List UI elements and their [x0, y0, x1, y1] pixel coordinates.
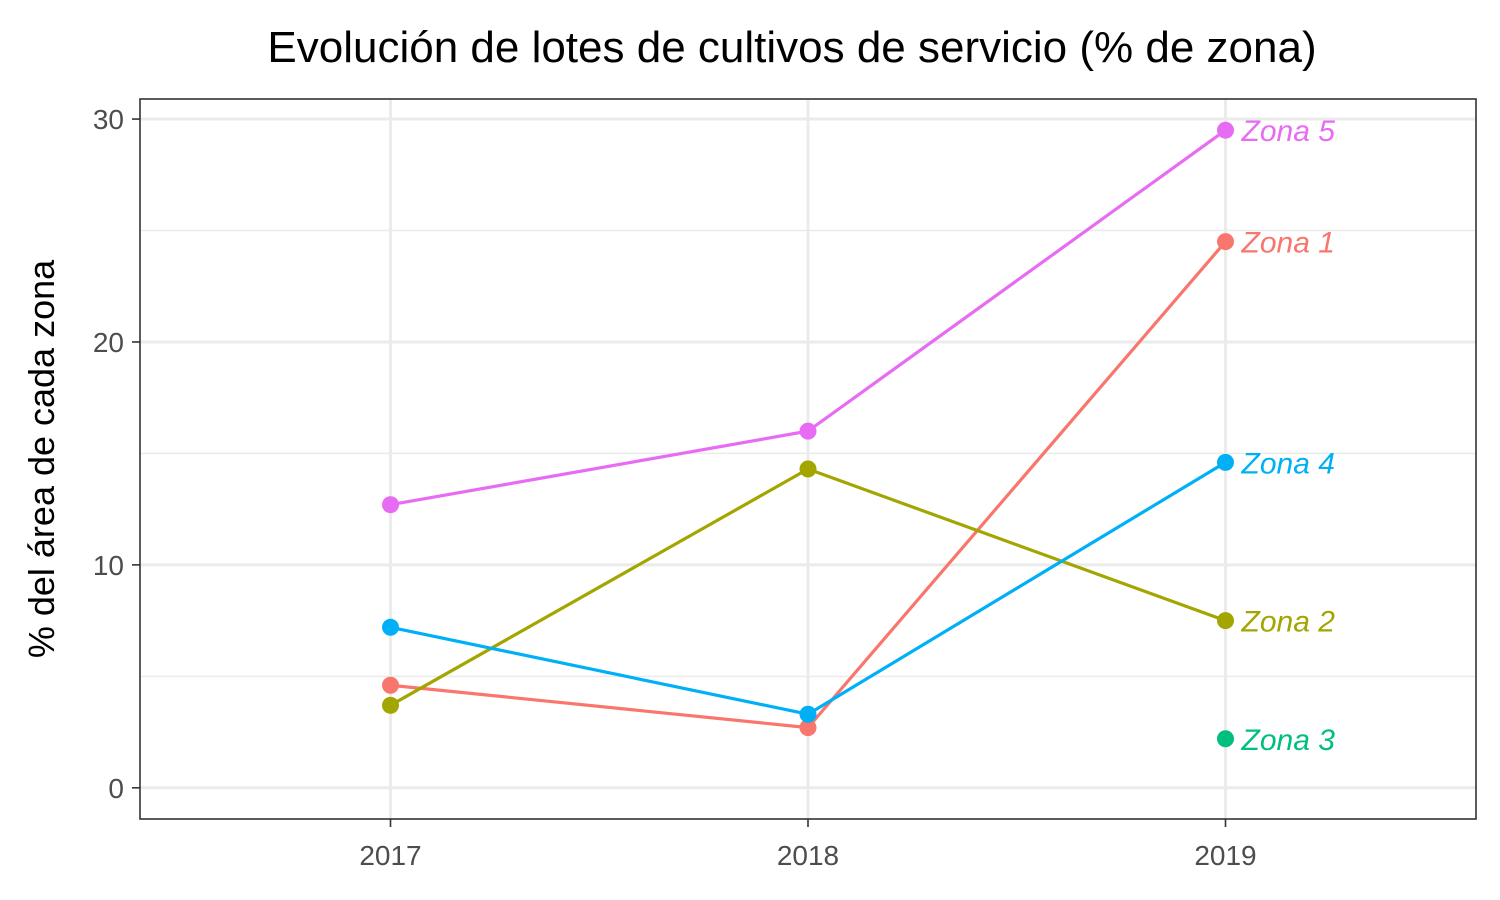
data-point-zona-4-2018	[799, 705, 817, 723]
data-point-zona-2-2017	[382, 696, 399, 714]
data-point-zona-4-2019	[1217, 453, 1234, 471]
grid	[140, 99, 1476, 819]
y-tick-label: 20	[93, 327, 124, 358]
data-point-zona-3-2019	[1217, 730, 1234, 748]
data-point-zona-1-2017	[382, 676, 399, 694]
series-label-zona-4: Zona 4	[1241, 447, 1335, 480]
y-tick-label: 10	[93, 550, 124, 581]
data-point-zona-2-2018	[799, 460, 817, 478]
chart-title: Evolución de lotes de cultivos de servic…	[267, 23, 1316, 72]
y-tick-label: 0	[108, 773, 124, 804]
data-point-zona-1-2018	[799, 719, 817, 737]
series-points	[382, 121, 1234, 748]
series-label-zona-2: Zona 2	[1241, 606, 1336, 639]
series-label-zona-3: Zona 3	[1241, 724, 1336, 757]
x-tick-label: 2019	[1194, 840, 1256, 871]
y-tick-label: 30	[93, 104, 124, 135]
series-labels: Zona 1 Zona 2 Zona 3 Zona 4 Zona 5	[1241, 115, 1336, 757]
series-label-zona-5: Zona 5	[1241, 115, 1336, 148]
series-label-zona-1: Zona 1	[1241, 227, 1335, 260]
data-point-zona-5-2017	[382, 496, 399, 514]
y-axis-label: % del área de cada zona	[21, 259, 62, 658]
data-point-zona-2-2019	[1217, 612, 1234, 630]
data-point-zona-4-2017	[382, 618, 399, 636]
x-tick-label: 2017	[359, 840, 421, 871]
data-point-zona-1-2019	[1217, 233, 1234, 251]
data-point-zona-5-2019	[1217, 121, 1234, 139]
axes: 0 10 20 30 2017 2018 2019	[93, 104, 1257, 871]
x-tick-label: 2018	[777, 840, 839, 871]
data-point-zona-5-2018	[799, 422, 817, 440]
